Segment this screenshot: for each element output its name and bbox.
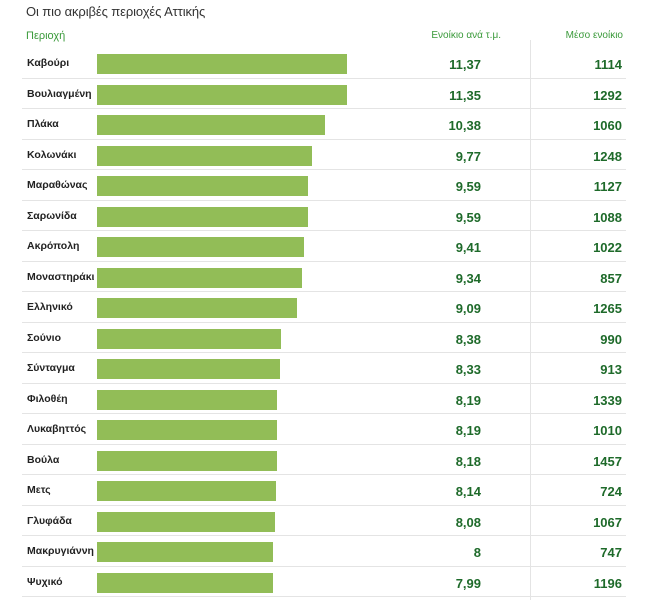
region-label: Ακρόπολη [27,240,80,252]
region-label: Βούλα [27,453,60,466]
price-per-sqm-value: 9,34 [455,270,481,286]
table-row: Μαραθώνας 9,59 1127 [22,170,626,201]
average-rent-value: 990 [600,331,622,347]
average-rent-value: 1457 [593,453,622,469]
region-label: Ψυχικό [27,575,63,588]
region-label: Καβούρι [27,57,70,69]
bar [97,54,347,74]
average-rent-value: 913 [600,362,622,377]
table-row: Σύνταγμα 8,33 913 [22,353,626,384]
bar [97,298,297,318]
region-label: Σαρωνίδα [27,209,77,222]
price-per-sqm-value: 10,38 [448,118,481,133]
bar [97,511,275,532]
bar [97,84,347,105]
region-label: Λυκαβηττός [27,423,87,435]
region-label: Μετς [27,484,51,496]
price-per-sqm-value: 9,59 [455,179,481,194]
bar [97,206,308,227]
region-label: Πλάκα [27,118,59,130]
chart-title: Οι πιο ακριβές περιοχές Αττικής [26,4,206,19]
price-per-sqm-value: 9,41 [455,240,481,255]
table-row: Φιλοθέη 8,19 1339 [22,384,626,414]
average-rent-value: 857 [600,270,622,286]
average-rent-value: 1196 [593,575,622,591]
region-label: Βουλιαγμένη [27,87,92,100]
price-per-sqm-value: 8,18 [455,453,481,469]
column-header-average-rent: Μέσο ενοίκιο [565,30,623,41]
price-per-sqm-value: 9,77 [455,148,481,164]
table-row: Ψυχικό 7,99 1196 [22,567,626,597]
bar [97,420,278,440]
average-rent-value: 747 [600,545,622,560]
region-label: Ελληνικό [27,301,73,313]
average-rent-value: 1010 [593,423,622,438]
bar [97,328,282,349]
bar [97,542,273,562]
region-label: Σούνιο [27,331,61,344]
bar [97,481,276,501]
bar [97,267,303,288]
price-per-sqm-value: 8,33 [455,362,481,377]
average-rent-value: 1339 [593,392,622,408]
price-per-sqm-value: 8,14 [455,484,481,499]
price-per-sqm-value: 8,19 [455,392,481,408]
chart-rows: Καβούρι 11,37 1114 Βουλιαγμένη 11,35 1292 Πλάκ… [22,48,626,597]
bar [97,145,312,166]
region-label: Μαραθώνας [27,179,88,191]
price-per-sqm-value: 9,09 [455,301,481,316]
bar [97,237,304,257]
bar [97,450,277,471]
price-per-sqm-value: 9,59 [455,209,481,225]
average-rent-value: 1088 [593,209,622,225]
table-row: Ακρόπολη 9,41 1022 [22,231,626,262]
bar [97,572,273,593]
table-row: Λυκαβηττός 8,19 1010 [22,414,626,445]
table-row: Σούνιο 8,38 990 [22,323,626,353]
region-label: Κολωνάκι [27,148,77,161]
price-per-sqm-value: 8,19 [455,423,481,438]
region-label: Μακρυγιάννη [27,545,94,557]
price-per-sqm-value: 8,08 [455,514,481,530]
region-label: Φιλοθέη [27,392,68,405]
region-label: Σύνταγμα [27,362,75,374]
price-per-sqm-value: 8 [473,545,481,560]
table-row: Μετς 8,14 724 [22,475,626,506]
table-row: Μακρυγιάννη 8 747 [22,536,626,567]
column-header-region: Περιοχή [26,30,66,42]
bar [97,389,278,410]
average-rent-value: 1265 [593,301,622,316]
average-rent-value: 1127 [593,179,622,194]
average-rent-value: 1022 [593,240,622,255]
average-rent-value: 1114 [594,57,623,72]
table-row: Γλυφάδα 8,08 1067 [22,506,626,536]
table-row: Πλάκα 10,38 1060 [22,109,626,140]
table-row: Βουλιαγμένη 11,35 1292 [22,79,626,109]
table-row: Καβούρι 11,37 1114 [22,48,626,79]
average-rent-value: 1067 [593,514,622,530]
region-label: Γλυφάδα [27,514,72,527]
price-per-sqm-value: 11,37 [449,57,481,72]
average-rent-value: 1248 [593,148,622,164]
table-row: Σαρωνίδα 9,59 1088 [22,201,626,231]
bar [97,115,326,135]
bar [97,176,308,196]
price-per-sqm-value: 7,99 [455,575,481,591]
column-header-price-per-sqm: Ενοίκιο ανά τ.μ. [431,30,501,41]
table-row: Βούλα 8,18 1457 [22,445,626,475]
average-rent-value: 724 [600,484,622,499]
region-label: Μοναστηράκι [27,270,95,283]
table-row: Ελληνικό 9,09 1265 [22,292,626,323]
table-row: Κολωνάκι 9,77 1248 [22,140,626,170]
price-per-sqm-value: 11,35 [449,87,481,103]
average-rent-value: 1060 [593,118,622,133]
table-row: Μοναστηράκι 9,34 857 [22,262,626,292]
price-per-sqm-value: 8,38 [455,331,481,347]
column-divider [530,40,531,600]
bar [97,359,281,379]
average-rent-value: 1292 [593,87,622,103]
